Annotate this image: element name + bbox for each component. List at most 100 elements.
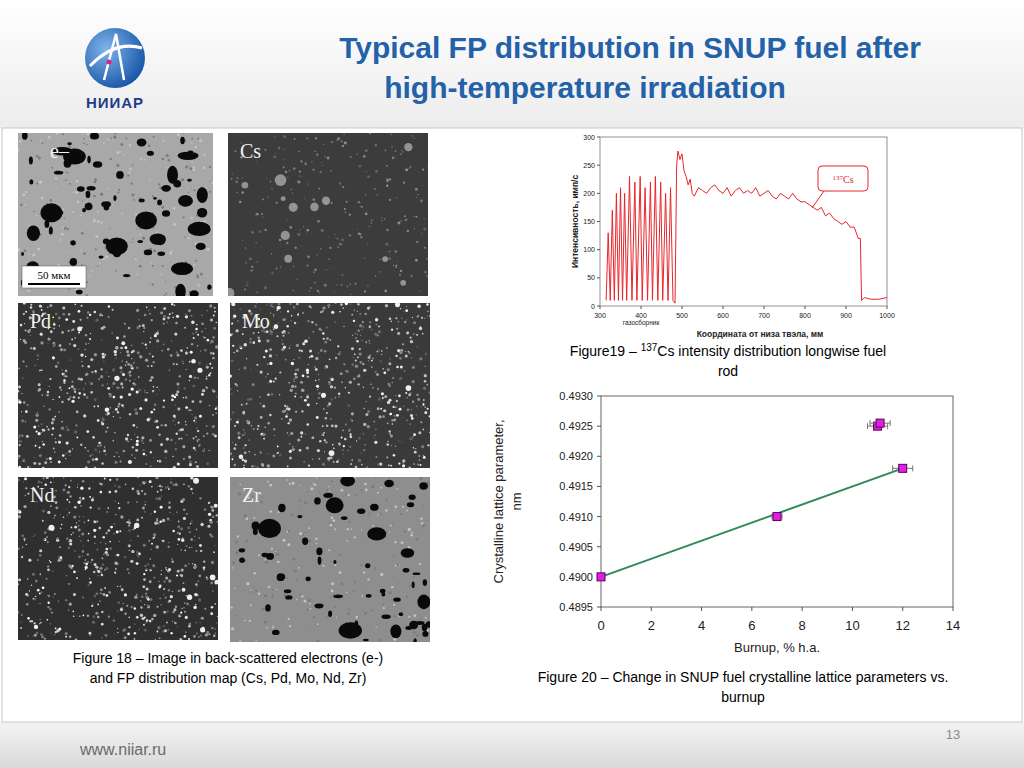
texture [410, 414, 413, 417]
texture [283, 159, 284, 160]
texture [351, 412, 354, 415]
texture [47, 337, 50, 340]
texture [199, 400, 202, 403]
texture [91, 454, 93, 456]
texture [160, 574, 162, 576]
texture [408, 393, 411, 396]
texture [399, 377, 402, 380]
texture [285, 358, 287, 360]
texture [123, 450, 126, 453]
texture [61, 426, 64, 429]
texture [160, 273, 162, 275]
texture [323, 408, 324, 409]
texture [152, 265, 154, 267]
texture [283, 166, 285, 168]
texture [130, 439, 132, 441]
texture [375, 170, 378, 173]
pore [29, 156, 33, 164]
texture [185, 166, 188, 169]
texture [22, 377, 23, 378]
texture [268, 303, 269, 304]
texture [317, 220, 320, 223]
texture [423, 455, 425, 457]
texture [200, 523, 203, 526]
texture [230, 388, 231, 390]
texture [112, 382, 115, 385]
texture [417, 315, 419, 317]
texture [133, 382, 135, 384]
texture [193, 385, 195, 387]
texture [141, 440, 143, 442]
texture [120, 143, 123, 146]
texture [49, 386, 50, 387]
texture [161, 158, 164, 161]
texture [263, 356, 265, 358]
texture [116, 452, 117, 453]
texture [66, 441, 69, 444]
texture [361, 340, 362, 341]
texture [249, 440, 250, 441]
texture [65, 458, 66, 459]
texture [259, 451, 262, 454]
texture [59, 344, 62, 347]
texture [326, 269, 327, 270]
texture [413, 447, 414, 448]
texture [151, 618, 154, 621]
texture [413, 448, 415, 450]
pore [137, 138, 147, 146]
texture [262, 464, 264, 466]
texture [173, 363, 176, 366]
texture [395, 445, 396, 446]
texture [177, 462, 180, 465]
texture [289, 382, 290, 383]
texture [40, 369, 41, 370]
texture [269, 348, 272, 351]
texture [417, 194, 419, 196]
texture [294, 247, 296, 249]
texture [417, 398, 420, 401]
texture [301, 436, 303, 438]
texture [71, 385, 74, 388]
texture [150, 411, 153, 414]
texture [287, 310, 289, 312]
texture [38, 156, 41, 159]
texture [237, 177, 239, 179]
texture [115, 346, 118, 349]
texture [306, 229, 309, 232]
texture [363, 386, 365, 388]
texture [340, 311, 341, 312]
texture [174, 396, 177, 399]
texture [214, 311, 216, 313]
texture [76, 180, 79, 183]
texture [140, 158, 142, 160]
texture [89, 276, 90, 277]
texture [20, 324, 23, 327]
bright-spot [406, 385, 412, 391]
texture [283, 135, 286, 138]
texture [360, 335, 361, 336]
texture [267, 422, 270, 425]
texture [193, 166, 195, 168]
texture [342, 430, 344, 432]
texture [152, 284, 154, 286]
pore [175, 284, 185, 296]
texture [193, 420, 195, 422]
texture [363, 408, 364, 409]
texture [319, 440, 321, 442]
texture [275, 202, 277, 204]
texture [322, 463, 325, 466]
texture [62, 133, 64, 135]
texture [347, 404, 350, 407]
texture [108, 305, 110, 307]
texture [113, 136, 116, 139]
texture [25, 410, 28, 413]
texture [253, 341, 256, 344]
texture [132, 241, 133, 242]
texture [197, 377, 199, 379]
texture [404, 219, 406, 221]
texture [195, 550, 197, 552]
texture [270, 304, 273, 307]
texture [104, 354, 106, 356]
texture [214, 628, 216, 630]
texture [237, 390, 238, 391]
